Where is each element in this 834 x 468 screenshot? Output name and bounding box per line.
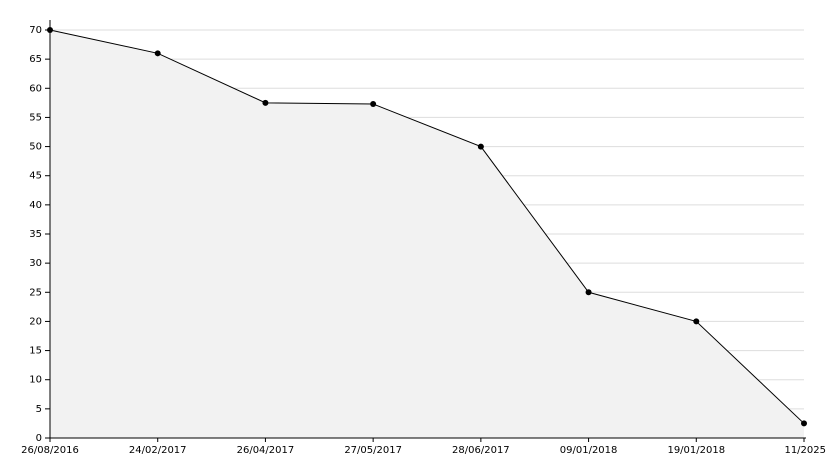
y-tick-label: 40	[29, 200, 42, 211]
x-tick-label: 24/02/2017	[129, 445, 187, 456]
y-tick-label: 5	[36, 404, 42, 415]
y-tick-label: 55	[29, 112, 42, 123]
y-tick-label: 10	[29, 375, 42, 386]
marker	[585, 289, 592, 296]
marker	[154, 50, 161, 57]
marker	[262, 99, 269, 106]
y-tick-label: 50	[29, 142, 42, 153]
line	[49, 29, 805, 424]
marker	[370, 101, 377, 108]
y-tick-label: 60	[29, 83, 42, 94]
y-tick-label: 0	[36, 433, 42, 444]
x-tick-label: 11/2025	[784, 445, 826, 456]
x-tick-label: 28/06/2017	[452, 445, 510, 456]
y-tick-label: 30	[29, 258, 42, 269]
x-tick-label: 09/01/2018	[560, 445, 618, 456]
marker	[801, 420, 807, 427]
x-tick-label: 26/04/2017	[237, 445, 295, 456]
x-tick-label: 19/01/2018	[667, 445, 725, 456]
y-tick-label: 70	[29, 25, 42, 36]
y-tick-label: 20	[29, 316, 42, 327]
y-tick-label: 15	[29, 346, 42, 357]
marker	[477, 143, 484, 150]
y-tick-label: 65	[29, 54, 42, 65]
area	[50, 30, 804, 438]
marker	[693, 318, 700, 325]
y-tick-label: 45	[29, 171, 42, 182]
x-tick-label: 26/08/2016	[21, 445, 79, 456]
y-tick-label: 35	[29, 229, 42, 240]
x-tick-label: 27/05/2017	[344, 445, 402, 456]
y-tick-label: 25	[29, 287, 42, 298]
